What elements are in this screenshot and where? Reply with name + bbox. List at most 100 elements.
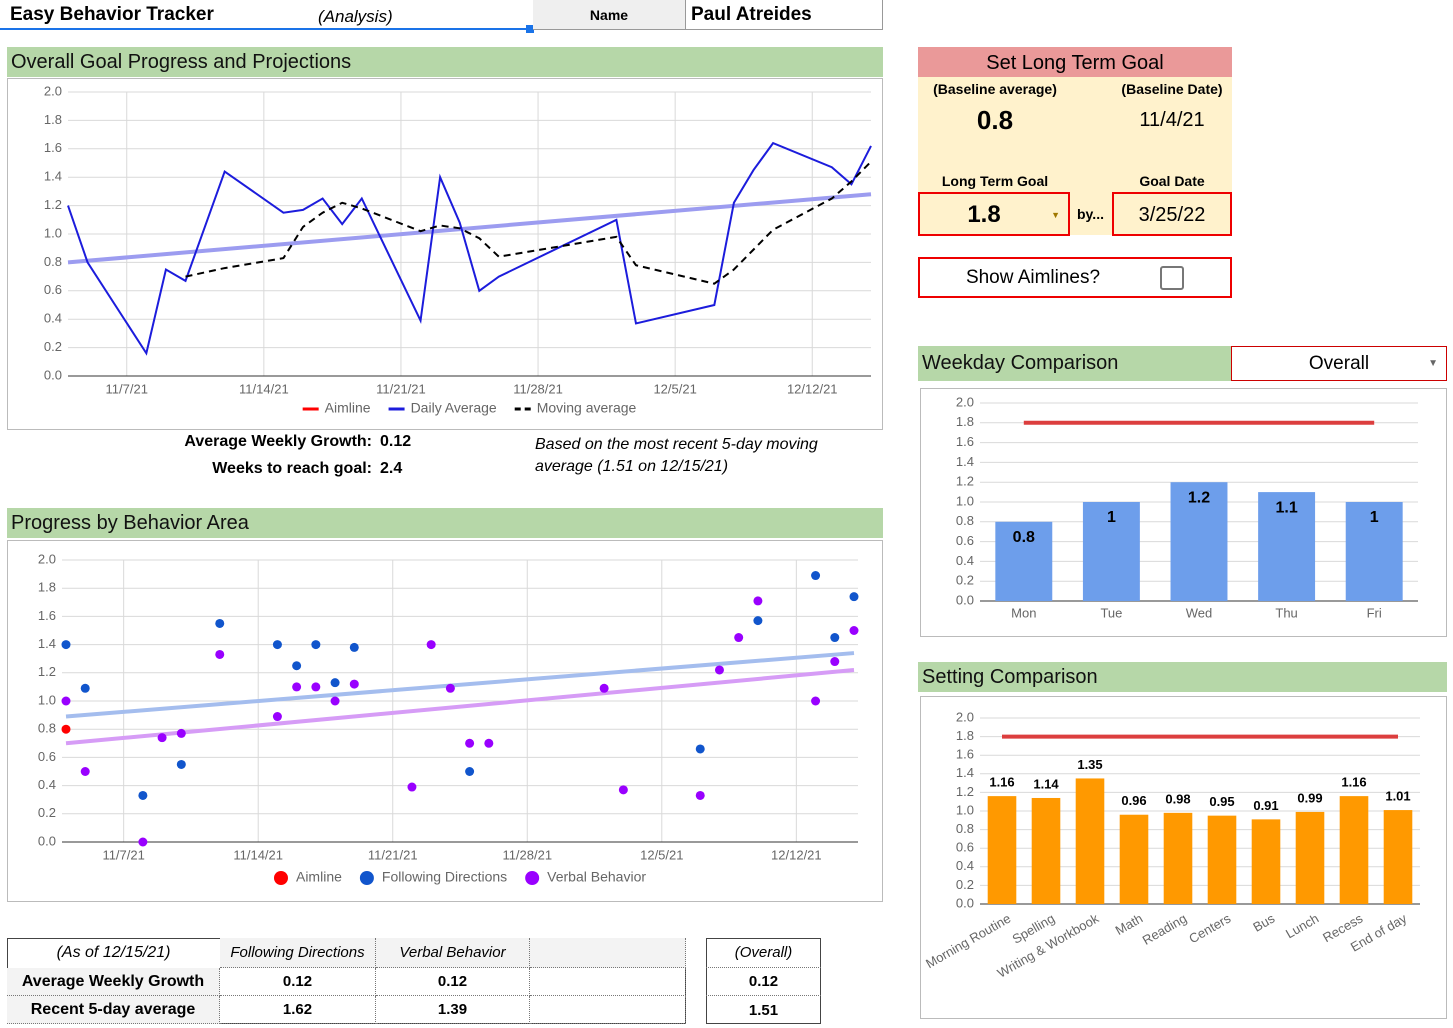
section-header: Setting Comparison: [918, 662, 1447, 692]
y-tick-label: 0.2: [956, 877, 974, 892]
x-tick-label: Fri: [1367, 605, 1382, 620]
goal-input[interactable]: 1.8 ▼: [918, 192, 1070, 236]
y-tick-label: 1.4: [956, 454, 974, 469]
selection-handle: [526, 25, 534, 33]
aimlines-checkbox[interactable]: [1160, 266, 1184, 290]
overall-header: (Overall): [706, 938, 821, 968]
bar: [1345, 502, 1403, 601]
name-label: Name: [533, 0, 685, 30]
data-point: [811, 571, 821, 581]
baseline-date: 11/4/21: [1139, 109, 1205, 131]
value-label: 1: [1107, 509, 1116, 526]
weekday-dropdown[interactable]: Overall ▼: [1231, 346, 1447, 381]
x-tick-label: 11/7/21: [106, 381, 148, 396]
y-tick-label: 1.8: [956, 414, 974, 429]
value-label: 1.01: [1385, 789, 1410, 804]
data-point: [272, 640, 282, 650]
x-tick-label: 11/28/21: [513, 381, 563, 396]
app-title: Easy Behavior Tracker: [10, 4, 214, 25]
y-tick-label: 1.6: [44, 140, 62, 155]
bar: [1075, 778, 1105, 904]
title-cell[interactable]: [0, 0, 531, 30]
data-point: [753, 596, 763, 606]
y-tick-label: 1.4: [956, 765, 974, 780]
legend-marker: [359, 871, 374, 885]
data-point: [138, 790, 148, 800]
bar: [987, 796, 1017, 904]
data-point: [61, 640, 71, 650]
trendline: [65, 667, 855, 746]
x-tick-label: Centers: [1186, 910, 1233, 946]
x-tick-label: 12/12/21: [771, 847, 822, 862]
data-point: [830, 633, 840, 643]
data-point: [618, 785, 628, 795]
x-tick-label: 11/21/21: [368, 847, 418, 862]
value-label: 1.2: [1188, 489, 1210, 506]
y-tick-label: 0.2: [44, 339, 62, 354]
goal-dropdown-arrow: ▼: [1051, 210, 1060, 220]
goal-label: Long Term Goal: [941, 173, 1049, 189]
value-label: 1.35: [1077, 757, 1102, 772]
data-point: [330, 678, 340, 688]
y-tick-label: 0.0: [956, 592, 974, 607]
trendline: [67, 192, 872, 265]
data-point: [349, 679, 359, 689]
legend: Aimline Following Directions Verbal Behavi…: [273, 869, 646, 885]
by-label: by...: [1077, 206, 1104, 222]
x-tick-label: Thu: [1275, 605, 1297, 620]
weeks-value: 2.4: [380, 460, 403, 477]
goal-date-label: Goal Date: [1139, 173, 1205, 189]
legend-label: Daily Average: [411, 400, 497, 416]
goal-panel: [918, 47, 1232, 235]
bar: [1258, 492, 1316, 601]
y-tick-label: 0.4: [956, 858, 974, 873]
empty-column-header: [530, 938, 686, 968]
y-tick-label: 2.0: [38, 551, 56, 566]
column-header: Verbal Behavior: [376, 938, 530, 968]
x-tick-label: Reading: [1140, 911, 1189, 948]
empty-cell: [530, 968, 686, 996]
y-tick-label: 1.4: [44, 169, 62, 184]
y-tick-label: 1.0: [38, 692, 56, 707]
bar: [1339, 796, 1369, 904]
goal-date-input[interactable]: 3/25/22: [1112, 192, 1232, 236]
value-label: 1.1: [1275, 499, 1297, 516]
table-cell: 1.62: [220, 996, 376, 1024]
data-point: [176, 759, 186, 769]
y-tick-label: 0.8: [956, 821, 974, 836]
data-point: [61, 724, 71, 734]
value-label: 1.16: [989, 775, 1014, 790]
projection-note: Based on the most recent 5-day moving av…: [535, 436, 818, 475]
empty-cell: [530, 996, 686, 1024]
x-tick-label: Lunch: [1283, 911, 1321, 942]
data-point: [465, 738, 475, 748]
value-label: 0.8: [1013, 529, 1035, 546]
data-line: [67, 141, 872, 356]
student-name[interactable]: Paul Atreides: [685, 0, 883, 30]
x-tick-label: Wed: [1186, 605, 1213, 620]
data-point: [849, 592, 859, 602]
data-point: [465, 767, 475, 776]
x-tick-label: 11/14/21: [233, 847, 283, 862]
data-point: [157, 733, 167, 743]
value-label: 1.16: [1341, 775, 1366, 790]
data-point: [349, 642, 359, 652]
data-point: [176, 728, 186, 738]
legend: Aimline Daily Average Moving average: [302, 400, 637, 416]
data-line: [185, 160, 872, 285]
data-point: [311, 682, 321, 692]
baseline-date-label: (Baseline Date): [1121, 81, 1223, 97]
value-label: 0.98: [1165, 791, 1190, 806]
legend-label: Moving average: [537, 400, 637, 416]
data-point: [714, 665, 724, 675]
section-header: Weekday Comparison: [918, 346, 1231, 381]
data-point: [138, 837, 148, 847]
x-tick-label: Morning Routine: [923, 911, 1013, 972]
data-point: [80, 767, 90, 776]
as-of-label: (As of 12/15/21): [56, 944, 171, 961]
goal-value: 1.8: [967, 201, 1001, 228]
x-tick-label: 12/5/21: [653, 381, 696, 396]
data-point: [61, 696, 71, 706]
y-tick-label: 1.6: [38, 608, 56, 623]
